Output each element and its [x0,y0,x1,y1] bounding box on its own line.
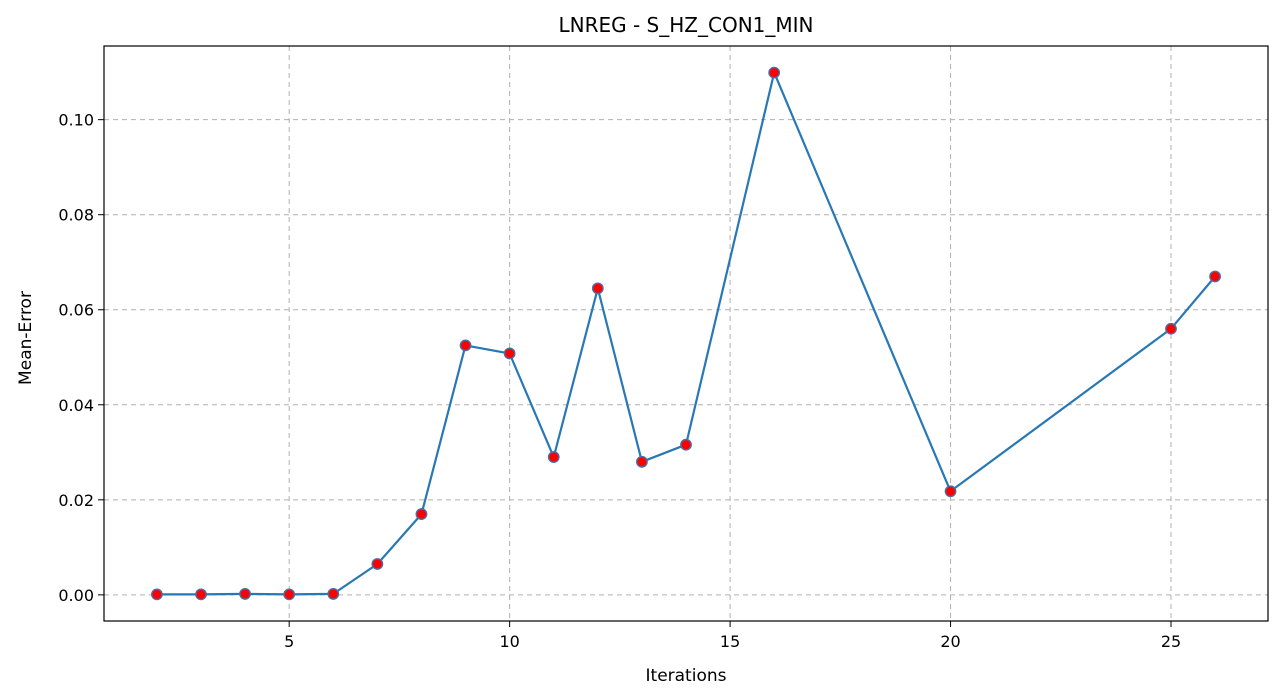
data-point [944,485,957,498]
y-tick-label: 0.00 [58,586,94,605]
data-point [239,588,251,600]
data-point [503,347,516,360]
y-axis-title: Mean-Error [16,291,36,385]
x-tick-label: 5 [284,632,294,651]
axis-ticks: 5 10 15 20 25 0.00 0.02 0.04 0.06 0.08 0.10 [58,111,1181,651]
y-tick-label: 0.02 [58,491,94,510]
x-tick-label: 15 [720,632,740,651]
data-point [371,558,384,570]
y-tick-label: 0.08 [58,206,94,225]
y-tick-label: 0.04 [58,396,94,415]
data-point [768,66,781,79]
data-point [151,588,163,601]
y-tick-label: 0.06 [58,301,94,320]
data-point [283,588,296,601]
data-point [680,438,692,451]
grid-lines [104,46,1268,621]
data-point [195,588,207,601]
data-point [459,339,472,352]
plot-area-frame [103,45,1269,622]
chart-title: LNREG - S_HZ_CON1_MIN [558,13,813,37]
x-tick-label: 25 [1161,632,1181,651]
data-point [547,451,560,463]
x-tick-label: 20 [940,632,960,651]
data-point [1165,322,1177,335]
y-tick-label: 0.10 [58,111,94,130]
series-layer [151,66,1221,601]
series-line [156,71,1216,596]
data-point [415,508,428,520]
x-tick-label: 10 [499,632,519,651]
data-point [327,588,340,600]
x-axis-title: Iterations [646,666,727,686]
data-point [636,455,648,468]
data-point [591,282,604,295]
data-point [1209,270,1221,283]
